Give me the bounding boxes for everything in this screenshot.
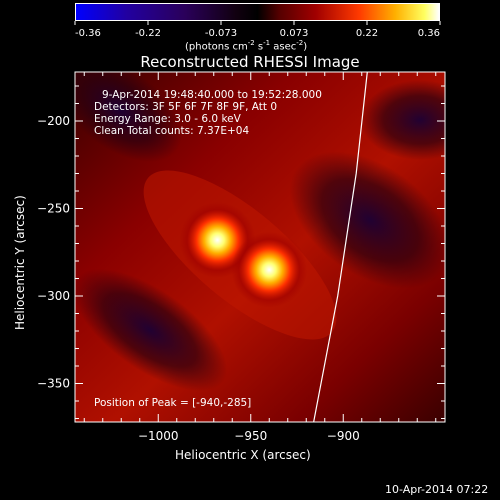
annotation-clean: Clean Total counts: 7.37E+04 (94, 125, 250, 137)
colorbar-tick-label: -0.22 (135, 28, 161, 39)
x-tick-label: −950 (234, 429, 267, 443)
units-text: (photons cm (185, 41, 248, 53)
units-text: asec (270, 41, 297, 53)
units-text: s (254, 41, 264, 53)
colorbar-ticks: -0.36 -0.22 -0.073 0.073 0.22 0.36 (74, 21, 441, 39)
units-sup: -2 (247, 39, 255, 47)
y-tick-label: −250 (37, 202, 70, 216)
colorbar-units: (photons cm-2 s-1 asec-2) (185, 40, 307, 52)
x-tick-label: −900 (327, 429, 360, 443)
y-tick-label: −300 (37, 289, 70, 303)
y-tick-label: −200 (37, 114, 70, 128)
footer-timestamp: 10-Apr-2014 07:22 (385, 483, 489, 496)
colorbar-tick-label: -0.36 (75, 28, 101, 39)
units-sup: -1 (263, 39, 271, 47)
x-axis-label: Heliocentric X (arcsec) (175, 448, 311, 462)
annotation-detectors: Detectors: 3F 5F 6F 7F 8F 9F, Att 0 (94, 101, 278, 113)
units-sup: -2 (296, 39, 304, 47)
y-tick-label: −350 (37, 377, 70, 391)
y-axis-label: Heliocentric Y (arcsec) (13, 195, 27, 330)
colorbar-tick-label: 0.22 (356, 28, 378, 39)
plot-frame (74, 71, 446, 423)
chart-title: Reconstructed RHESSI Image (140, 53, 360, 71)
annotation-peak: Position of Peak = [-940,-285] (94, 397, 252, 409)
colorbar-tick-label: 0.073 (280, 28, 309, 39)
heatmap (75, 72, 445, 422)
colorbar (75, 3, 440, 21)
colorbar-tick-label: -0.073 (205, 28, 237, 39)
annotation-energy: Energy Range: 3.0 - 6.0 keV (94, 113, 241, 125)
emission-source (231, 231, 308, 308)
x-tick-label: −1000 (138, 429, 179, 443)
annotation-time: 9-Apr-2014 19:48:40.000 to 19:52:28.000 (102, 89, 322, 101)
units-text: ) (303, 41, 308, 53)
colorbar-tick-label: 0.36 (418, 28, 440, 39)
limb-line (313, 72, 368, 422)
